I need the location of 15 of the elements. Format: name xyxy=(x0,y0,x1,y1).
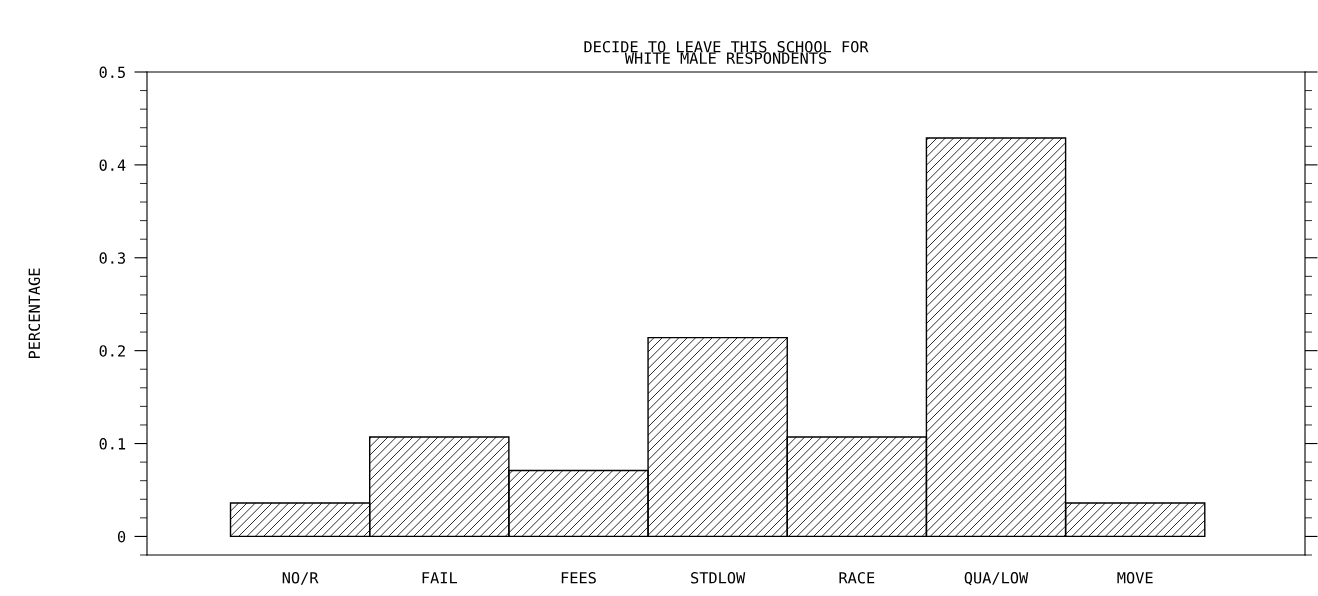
x-tick-label: MOVE xyxy=(1117,572,1153,584)
chart-title: DECIDE TO LEAVE THIS SCHOOL FOR WHITE MALE RESPONDENTS xyxy=(584,40,869,64)
y-tick-label: 0.3 xyxy=(99,252,126,264)
y-tick-label: 0.4 xyxy=(99,159,126,171)
y-tick-label: 0.5 xyxy=(99,66,125,79)
y-axis-title: PERCENTAGE xyxy=(28,268,41,359)
x-tick-label: FEES xyxy=(561,572,596,584)
y-tick-label: 0 xyxy=(117,530,126,543)
x-tick-label: RACE xyxy=(839,572,875,584)
y-tick-label: 0.1 xyxy=(99,438,126,450)
x-tick-label: NO/R xyxy=(282,572,319,585)
x-tick-label: STDLOW xyxy=(691,572,746,584)
x-tick-label: QUA/LOW xyxy=(964,572,1029,586)
x-tick-label: FAIL xyxy=(422,572,457,584)
y-tick-label: 0.2 xyxy=(99,345,125,357)
